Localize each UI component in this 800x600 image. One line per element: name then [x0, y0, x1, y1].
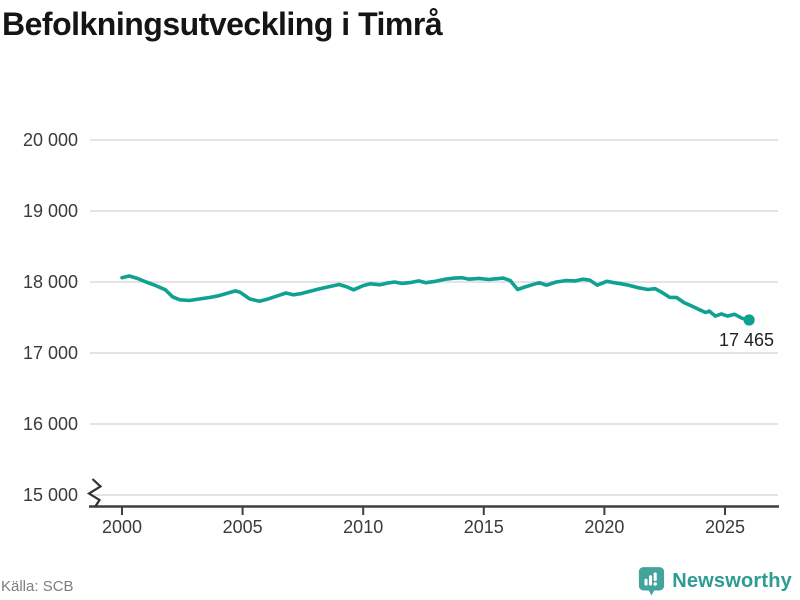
y-tick-label: 20 000 [23, 130, 78, 150]
x-tick-label: 2015 [464, 517, 504, 537]
source-note: Källa: SCB [1, 578, 74, 595]
x-tick-label: 2010 [343, 517, 383, 537]
y-tick-label: 18 000 [23, 272, 78, 292]
population-series-line [120, 274, 751, 322]
x-axis: 2000 2005 2010 2015 2020 2025 [89, 505, 779, 537]
y-axis-labels: 20 000 19 000 18 000 17 000 16 000 15 000 [23, 130, 78, 505]
latest-point-marker [743, 314, 755, 326]
gridlines [90, 139, 778, 496]
x-tick-label: 2025 [705, 517, 745, 537]
latest-value-label: 17 465 [719, 330, 774, 350]
badge-bar-2 [649, 575, 653, 586]
y-tick-label: 19 000 [23, 201, 78, 221]
y-tick-label: 16 000 [23, 414, 78, 434]
x-tick-label: 2000 [102, 517, 142, 537]
newsworthy-wordmark: Newsworthy [672, 570, 792, 592]
badge-bar-1 [644, 578, 648, 586]
badge-exclamation-dot [653, 582, 658, 586]
axis-break-glyph [86, 478, 103, 508]
badge-exclamation-stem [653, 572, 657, 582]
newsworthy-badge-icon [639, 567, 665, 596]
x-tick-label: 2005 [223, 517, 263, 537]
y-tick-label: 17 000 [23, 343, 78, 363]
y-tick-label: 15 000 [23, 485, 78, 505]
newsworthy-logo: Newsworthy [638, 566, 792, 597]
chart-title: Befolkningsutveckling i Timrå [2, 6, 443, 42]
x-tick-label: 2020 [584, 517, 624, 537]
